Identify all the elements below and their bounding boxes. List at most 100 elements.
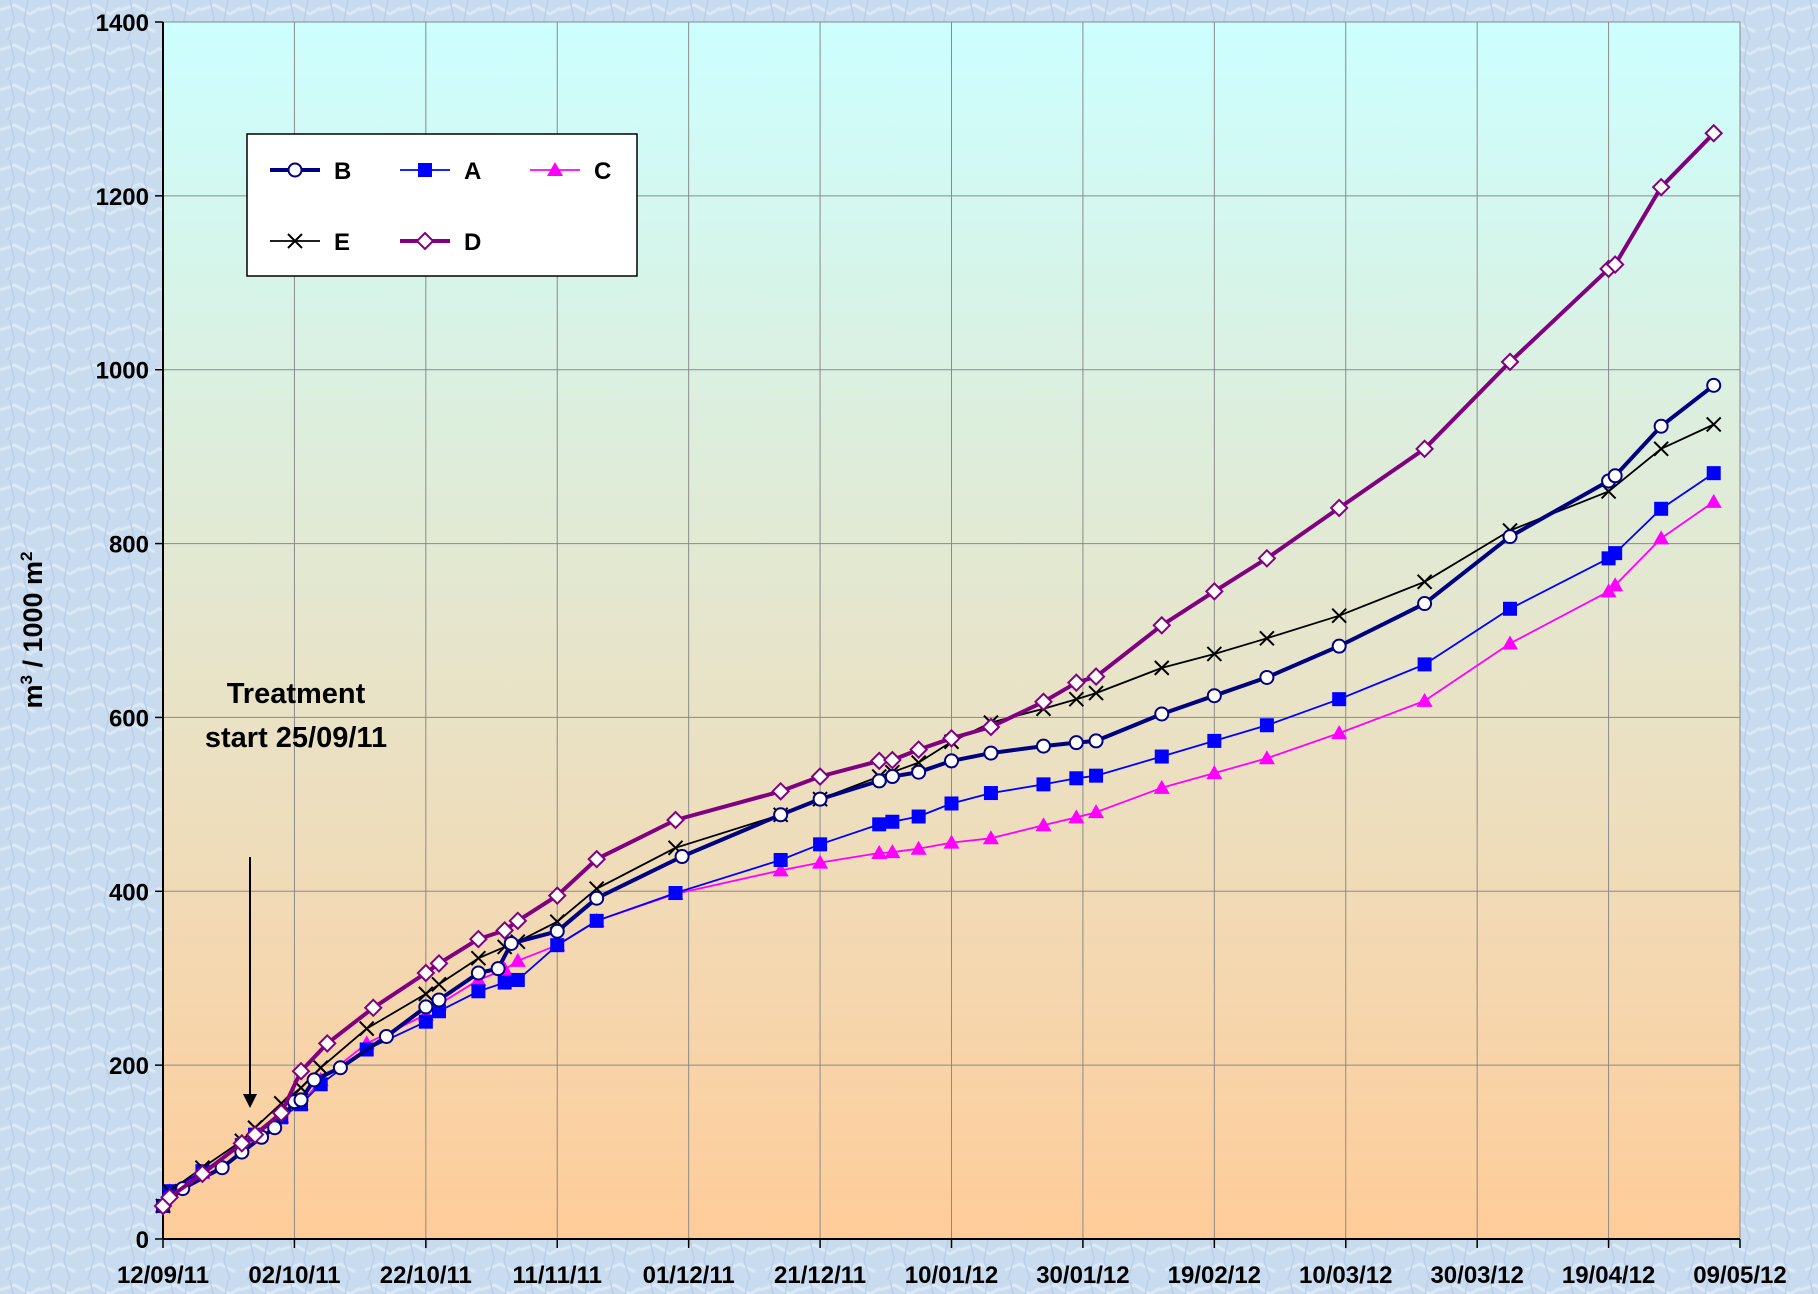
data-point-C [943, 834, 960, 849]
y-tick-label: 1000 [96, 358, 149, 385]
data-point-C [1331, 725, 1348, 740]
y-tick-label: 1400 [96, 10, 149, 37]
annotation-arrow-head [243, 1094, 257, 1108]
data-point-C [1206, 765, 1223, 780]
data-point-D [1066, 673, 1086, 693]
legend-marker-C [547, 162, 563, 176]
data-point-A [1069, 771, 1084, 786]
data-point-D [271, 1103, 291, 1123]
data-point-D [416, 963, 436, 983]
data-point-D [981, 717, 1001, 737]
data-point-B [674, 849, 690, 865]
data-point-A [813, 837, 828, 852]
y-tick-label: 600 [109, 705, 149, 732]
x-tick-label: 30/01/12 [1036, 1262, 1129, 1289]
data-point-A [431, 1004, 446, 1019]
data-point-B [378, 1028, 394, 1044]
data-point-E [1206, 646, 1223, 662]
x-tick-label: 02/10/11 [248, 1262, 340, 1289]
legend-entry-E: E [270, 229, 350, 256]
x-tick-label: 30/03/12 [1430, 1262, 1523, 1289]
x-tick-label: 21/12/11 [774, 1262, 866, 1289]
data-point-E [418, 986, 434, 1002]
data-point-E [312, 1060, 329, 1076]
data-point-A [668, 886, 683, 901]
data-point-B [549, 923, 565, 939]
annotation-line-2: start 25/09/11 [205, 722, 387, 754]
data-point-E [1259, 630, 1275, 647]
data-point-A [471, 984, 486, 999]
data-point-C [1705, 493, 1722, 508]
data-point-A [1654, 501, 1669, 516]
x-tick-label: 22/10/11 [380, 1262, 472, 1289]
legend-entries: B A C E D [270, 158, 611, 256]
legend-label-B: B [334, 158, 351, 185]
data-point-C [1607, 577, 1624, 592]
data-point-E [1706, 416, 1722, 433]
data-point-B [293, 1092, 309, 1108]
data-point-A [1089, 768, 1104, 783]
data-point-B [503, 935, 519, 951]
data-point-A [497, 975, 512, 990]
data-point-B [1206, 688, 1222, 704]
legend-marker-B [287, 162, 303, 178]
data-point-B [1417, 596, 1433, 612]
data-point-B [1331, 638, 1347, 654]
y-axis-label: m3 / 1000 m2 [17, 551, 48, 708]
x-tick-label: 01/12/11 [643, 1262, 735, 1289]
data-point-A [885, 814, 900, 829]
data-point-B [812, 791, 828, 807]
data-point-D [1605, 255, 1625, 274]
data-point-E [470, 950, 487, 966]
legend-entry-D: D [400, 229, 481, 256]
data-point-C [1068, 809, 1085, 824]
data-point-B [911, 764, 927, 780]
data-point-E [1416, 574, 1433, 590]
data-point-B [1154, 706, 1170, 722]
data-point-A [550, 938, 565, 953]
data-point-B [431, 992, 447, 1008]
data-point-B [983, 745, 999, 761]
legend-entry-C: C [530, 158, 611, 185]
data-point-D [810, 767, 830, 786]
series-layer [153, 123, 1724, 1216]
data-point-E [431, 976, 447, 993]
data-point-C [812, 854, 829, 869]
data-point-A [1154, 749, 1169, 764]
data-point-B [1653, 418, 1669, 434]
data-point-D [1152, 615, 1172, 635]
legend-label-E: E [334, 229, 350, 256]
data-point-D [869, 751, 889, 771]
data-point-B [267, 1120, 283, 1136]
data-point-B [871, 773, 887, 789]
x-tick-label: 10/03/12 [1299, 1262, 1392, 1289]
data-point-D [245, 1125, 265, 1145]
data-point-B [214, 1160, 230, 1176]
series-D [153, 123, 1724, 1216]
data-point-E [1653, 441, 1669, 457]
data-point-A [872, 817, 887, 832]
data-point-A [510, 972, 525, 987]
data-point-C [871, 845, 888, 860]
data-point-B [1607, 468, 1623, 484]
legend-marker-A [418, 163, 432, 177]
legend-label-C: C [594, 158, 611, 185]
y-tick-label: 800 [109, 532, 149, 559]
data-point-C [1258, 750, 1275, 765]
data-point-A [1417, 657, 1432, 672]
data-point-A [1259, 718, 1274, 733]
data-point-A [589, 913, 604, 928]
data-point-C [1653, 530, 1670, 545]
legend-entry-B: B [270, 158, 351, 185]
data-point-D [193, 1164, 212, 1184]
data-point-B [1706, 377, 1722, 393]
data-point-C [884, 844, 901, 859]
data-point-D [942, 728, 961, 748]
data-point-D [468, 929, 488, 949]
data-point-C [910, 840, 927, 855]
data-point-D [1257, 548, 1277, 568]
data-point-A [418, 1014, 433, 1029]
data-point-E [1068, 691, 1085, 707]
